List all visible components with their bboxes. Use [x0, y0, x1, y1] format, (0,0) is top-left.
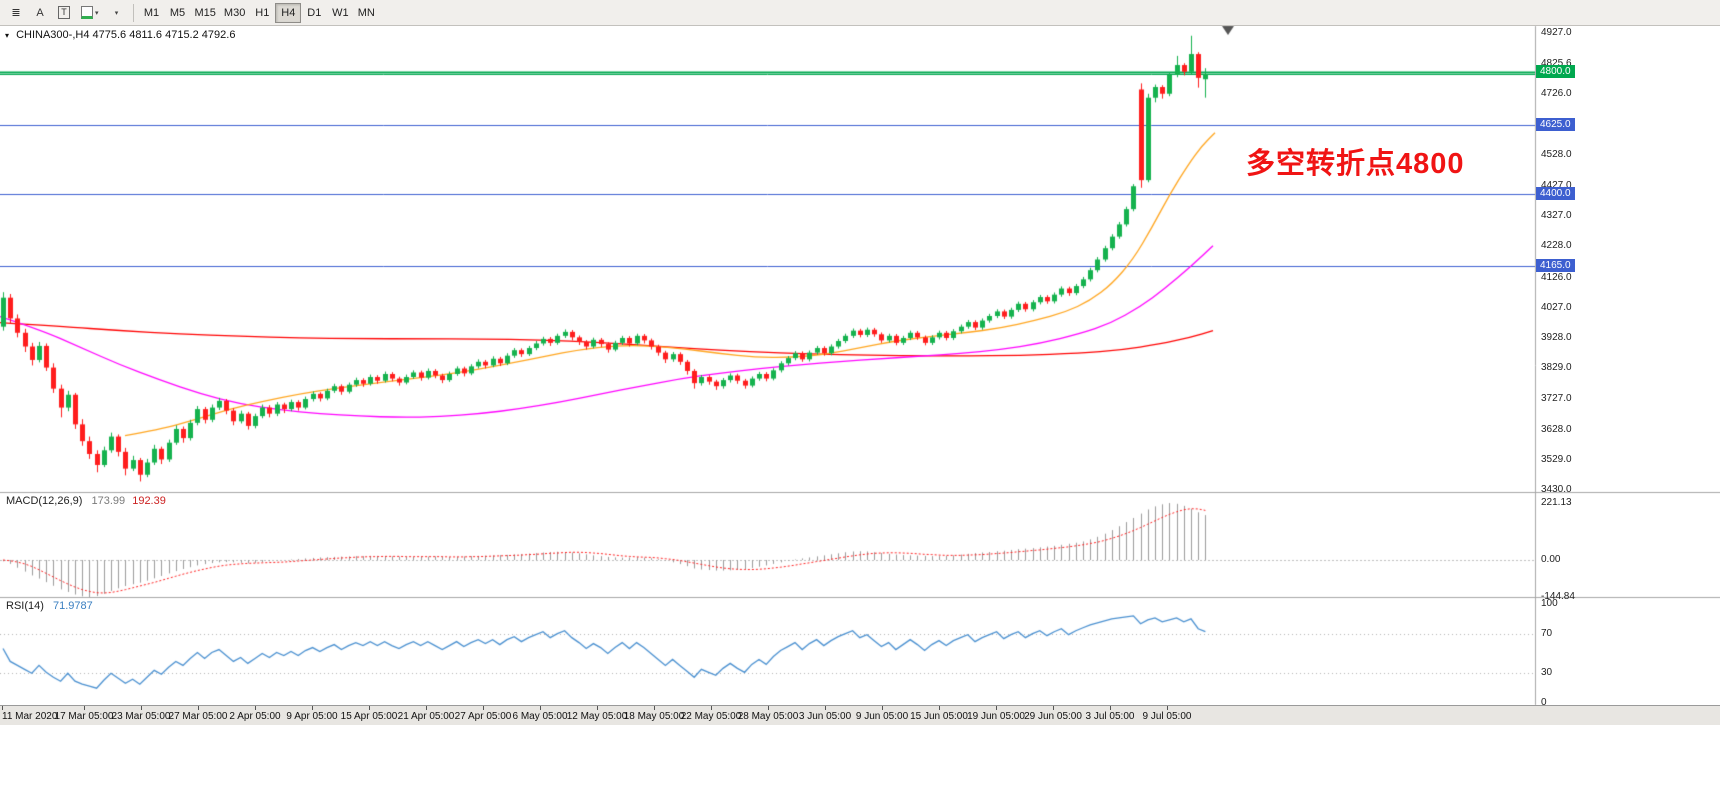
toolbar: ≣ A T ▾ ▾ M1 M5 M15 M30 H1 H4 D1 W1 MN	[0, 0, 1720, 26]
time-axis-label: 9 Apr 05:00	[286, 711, 338, 722]
dropdown-caret-icon: ▾	[95, 9, 99, 17]
time-axis-label: 27 Apr 05:00	[454, 711, 512, 722]
dropdown-caret-icon: ▾	[114, 9, 119, 17]
time-axis-tick	[312, 706, 313, 710]
time-axis-tick	[711, 706, 712, 710]
text-tool-button[interactable]: A	[29, 3, 51, 23]
time-axis-tick	[1167, 706, 1168, 710]
menu-lines-icon: ≣	[11, 7, 21, 19]
time-axis-tick	[141, 706, 142, 710]
time-axis-label: 9 Jul 05:00	[1142, 711, 1192, 722]
draw-tools-button[interactable]: ≣	[5, 3, 27, 23]
time-axis-tick	[996, 706, 997, 710]
styles-dropdown-button[interactable]: ▾	[105, 3, 127, 23]
frame-tool-icon: T	[58, 6, 70, 19]
timeframe-w1[interactable]: W1	[327, 3, 353, 23]
time-axis[interactable]: 11 Mar 2020 17 Mar 05:00 23 Mar 05:00 27 Ma…	[0, 705, 1720, 725]
time-axis-tick	[597, 706, 598, 710]
timeframe-m30[interactable]: M30	[220, 3, 249, 23]
timeframe-h4[interactable]: H4	[275, 2, 302, 23]
time-axis-tick	[654, 706, 655, 710]
time-axis-label: 21 Apr 05:00	[397, 711, 455, 722]
time-axis-tick	[426, 706, 427, 710]
toolbar-separator	[132, 3, 134, 22]
time-axis-tick	[369, 706, 370, 710]
timeframe-mn[interactable]: MN	[353, 3, 379, 23]
time-axis-label: 15 Apr 05:00	[340, 711, 398, 722]
time-axis-tick	[1110, 706, 1111, 710]
time-axis-tick	[825, 706, 826, 710]
time-axis-tick	[1053, 706, 1054, 710]
time-axis-tick	[483, 706, 484, 710]
time-axis-label: 17 Mar 05:00	[54, 711, 114, 722]
timeframe-d1[interactable]: D1	[301, 3, 327, 23]
time-axis-label: 27 Mar 05:00	[168, 711, 228, 722]
time-axis-label: 11 Mar 2020	[2, 711, 58, 722]
time-axis-label: 29 Jun 05:00	[1024, 711, 1082, 722]
time-axis-label: 2 Apr 05:00	[229, 711, 281, 722]
time-axis-label: 22 May 05:00	[680, 711, 742, 722]
time-axis-tick	[198, 706, 199, 710]
time-axis-tick	[84, 706, 85, 710]
time-axis-label: 6 May 05:00	[512, 711, 568, 722]
time-axis-label: 18 May 05:00	[623, 711, 685, 722]
time-axis-label: 28 May 05:00	[737, 711, 799, 722]
time-axis-tick	[540, 706, 541, 710]
price-axis[interactable]	[1536, 26, 1720, 705]
time-axis-label: 3 Jun 05:00	[798, 711, 852, 722]
time-axis-tick	[768, 706, 769, 710]
time-axis-tick	[882, 706, 883, 710]
timeframe-h1[interactable]: H1	[249, 3, 275, 23]
text-frame-tool-button[interactable]: T	[53, 3, 75, 23]
time-axis-tick	[939, 706, 940, 710]
time-axis-label: 9 Jun 05:00	[855, 711, 909, 722]
timeframe-m5[interactable]: M5	[165, 3, 191, 23]
paint-tool-button[interactable]: ▾	[77, 3, 103, 23]
timeframe-m15[interactable]: M15	[191, 3, 220, 23]
time-axis-tick	[255, 706, 256, 710]
timeframe-m1[interactable]: M1	[139, 3, 165, 23]
time-axis-tick	[2, 706, 3, 710]
paint-icon	[81, 6, 93, 19]
time-axis-label: 19 Jun 05:00	[967, 711, 1025, 722]
time-axis-label: 23 Mar 05:00	[111, 711, 171, 722]
time-axis-label: 15 Jun 05:00	[910, 711, 968, 722]
time-axis-label: 12 May 05:00	[566, 711, 628, 722]
time-axis-label: 3 Jul 05:00	[1085, 711, 1135, 722]
